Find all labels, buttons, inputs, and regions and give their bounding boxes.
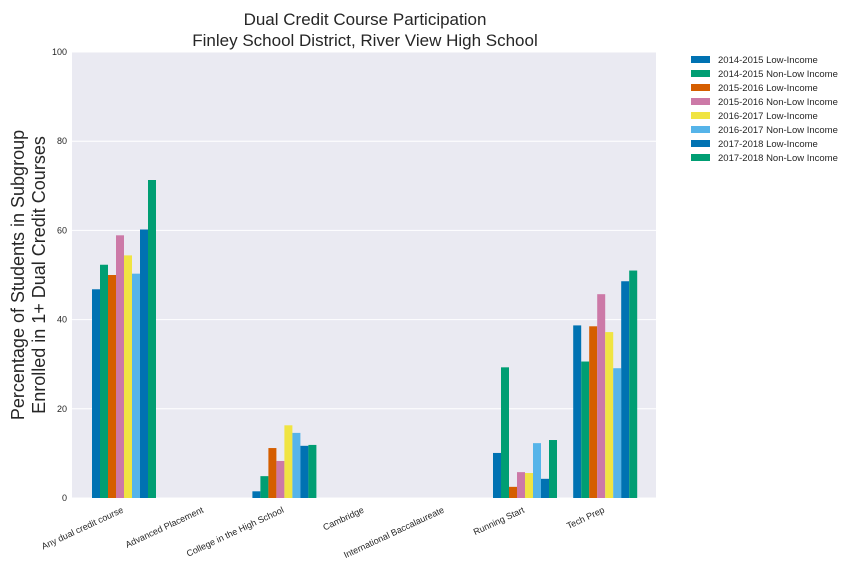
y-tick-label: 100	[52, 47, 67, 57]
bar	[92, 289, 100, 498]
y-tick-label: 40	[57, 315, 67, 325]
bar	[300, 445, 309, 498]
bar	[284, 425, 293, 498]
legend-label: 2017-2018 Low-Income	[718, 139, 818, 150]
legend-label: 2015-2016 Non-Low Income	[718, 97, 838, 108]
legend-label: 2017-2018 Non-Low Income	[718, 153, 838, 164]
legend-swatch	[691, 56, 710, 63]
bar	[140, 229, 148, 498]
legend-swatch	[691, 154, 710, 161]
bar	[605, 332, 614, 498]
bar	[541, 478, 549, 498]
bar	[132, 273, 140, 498]
bar	[292, 432, 301, 498]
legend-label: 2016-2017 Low-Income	[718, 111, 818, 122]
bar	[525, 473, 533, 498]
legend: 2014-2015 Low-Income 2014-2015 Non-Low In…	[691, 55, 838, 164]
legend-swatch	[691, 126, 710, 133]
bar	[493, 452, 501, 498]
bar	[517, 472, 525, 498]
bar	[308, 444, 317, 498]
legend-swatch	[691, 98, 710, 105]
legend-label: 2016-2017 Non-Low Income	[718, 125, 838, 136]
plot-area	[72, 52, 656, 498]
bar	[509, 486, 517, 498]
bar	[597, 294, 606, 498]
bar	[276, 460, 285, 498]
bar	[124, 255, 132, 498]
bar	[581, 361, 590, 498]
y-axis-ticks: 0 20 40 60 80 100	[52, 47, 67, 503]
y-axis-label-line-2: Enrolled in 1+ Dual Credit Courses	[29, 136, 49, 414]
bar	[268, 448, 277, 498]
y-axis-label-line-1: Percentage of Students in Subgroup	[8, 130, 28, 420]
bar	[100, 264, 108, 498]
bar	[260, 476, 269, 498]
legend-swatch	[691, 70, 710, 77]
legend-label: 2015-2016 Low-Income	[718, 83, 818, 94]
chart-subtitle: Finley School District, River View High …	[192, 31, 537, 50]
y-tick-label: 0	[62, 493, 67, 503]
bar	[573, 325, 582, 498]
legend-swatch	[691, 84, 710, 91]
x-tick-label: Cambridge	[321, 505, 365, 533]
bar	[108, 275, 116, 498]
bar	[533, 443, 541, 498]
bar	[148, 180, 156, 498]
y-tick-label: 20	[57, 404, 67, 414]
bar	[501, 367, 509, 498]
bar	[629, 270, 638, 498]
legend-swatch	[691, 140, 710, 147]
x-tick-label: Tech Prep	[565, 505, 606, 531]
chart-title: Dual Credit Course Participation	[244, 10, 487, 29]
bars	[92, 180, 638, 498]
legend-label: 2014-2015 Low-Income	[718, 55, 818, 66]
bar	[613, 368, 622, 498]
x-tick-label: Any dual credit course	[40, 505, 125, 552]
x-tick-label: Advanced Placement	[124, 505, 206, 550]
bar	[252, 491, 261, 498]
x-tick-label: Running Start	[472, 505, 527, 538]
legend-label: 2014-2015 Non-Low Income	[718, 69, 838, 80]
bar	[116, 235, 124, 498]
grid	[72, 51, 656, 499]
y-tick-label: 60	[57, 225, 67, 235]
bar	[549, 440, 557, 498]
bar	[621, 281, 630, 498]
legend-swatch	[691, 112, 710, 119]
y-tick-label: 80	[57, 136, 67, 146]
bar	[589, 326, 598, 498]
